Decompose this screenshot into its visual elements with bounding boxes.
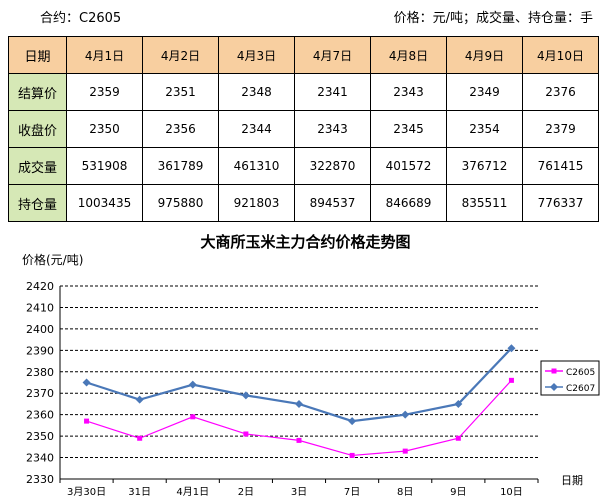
- x-tick-label: 8日: [397, 487, 413, 498]
- y-tick-label: 2380: [26, 366, 54, 379]
- table-cell: 2356: [142, 110, 219, 148]
- header-bar: 合约：C2605 价格：元/吨；成交量、持仓量：手: [0, 0, 611, 30]
- table-cell: 531908: [66, 147, 143, 185]
- table-cell: 761415: [522, 147, 599, 185]
- x-tick-label: 3日: [291, 487, 307, 498]
- table-row-open-interest: 持仓量 1003435 975880 921803 894537 846689 …: [8, 184, 599, 222]
- x-tick-label: 31日: [128, 487, 151, 498]
- legend-label: C2607: [566, 384, 595, 394]
- table-cell: 2379: [522, 110, 599, 148]
- table-cell: 2351: [142, 73, 219, 111]
- data-point-C2605: [402, 448, 408, 454]
- table-cell: 2349: [446, 73, 523, 111]
- table-date-header: 4月8日: [370, 36, 447, 74]
- row-label: 持仓量: [8, 184, 67, 222]
- table-cell: 2345: [370, 110, 447, 148]
- table-date-header: 4月9日: [446, 36, 523, 74]
- y-tick-label: 2410: [26, 301, 54, 314]
- table-corner-label: 日期: [8, 36, 67, 74]
- data-point-C2607: [348, 417, 357, 426]
- table-date-header: 4月3日: [218, 36, 295, 74]
- y-axis-label: 价格(元/吨): [22, 253, 84, 267]
- data-point-C2605: [296, 437, 302, 443]
- data-point-C2605: [84, 418, 90, 424]
- table-cell: 2343: [294, 110, 371, 148]
- legend-box: [540, 360, 600, 396]
- y-tick-label: 2330: [26, 473, 54, 486]
- data-point-C2607: [401, 410, 410, 419]
- table-row-volume: 成交量 531908 361789 461310 322870 401572 3…: [8, 147, 599, 185]
- legend-marker-C2605: [551, 368, 557, 374]
- y-tick-label: 2360: [26, 409, 54, 422]
- y-tick-label: 2350: [26, 430, 54, 443]
- table-cell: 846689: [370, 184, 447, 222]
- table-date-header: 4月7日: [294, 36, 371, 74]
- x-tick-label: 4月1日: [176, 486, 209, 498]
- table-cell: 401572: [370, 147, 447, 185]
- chart-title: 大商所玉米主力合约价格走势图: [200, 233, 411, 251]
- data-point-C2607: [454, 399, 463, 408]
- table-cell: 2341: [294, 73, 371, 111]
- table-cell: 776337: [522, 184, 599, 222]
- row-label: 收盘价: [8, 110, 67, 148]
- table-cell: 975880: [142, 184, 219, 222]
- data-point-C2605: [137, 435, 143, 441]
- x-tick-label: 3月30日: [67, 486, 106, 498]
- table-cell: 2376: [522, 73, 599, 111]
- y-tick-label: 2340: [26, 452, 54, 465]
- table-cell: 1003435: [66, 184, 143, 222]
- series-line-C2607: [86, 347, 513, 423]
- table-cell: 361789: [142, 147, 219, 185]
- y-tick-label: 2370: [26, 387, 54, 400]
- table-date-header: 4月2日: [142, 36, 219, 74]
- table-cell: 2343: [370, 73, 447, 111]
- row-label: 成交量: [8, 147, 67, 185]
- units-label: 价格：元/吨；成交量、持仓量：手: [393, 11, 593, 26]
- table-cell: 2344: [218, 110, 295, 148]
- table-date-header: 4月10日: [522, 36, 599, 74]
- data-point-C2605: [349, 452, 355, 458]
- price-table: 日期 4月1日 4月2日 4月3日 4月7日 4月8日 4月9日 4月10日 结…: [8, 36, 599, 222]
- y-tick-label: 2390: [26, 344, 54, 357]
- legend-marker-C2607: [550, 383, 558, 391]
- x-tick-label: 7日: [344, 487, 360, 498]
- table-cell: 376712: [446, 147, 523, 185]
- series-line-C2605: [86, 379, 512, 457]
- data-point-C2605: [508, 377, 514, 383]
- x-tick-label: 9日: [450, 487, 466, 498]
- table-cell: 835511: [446, 184, 523, 222]
- table-cell: 921803: [218, 184, 295, 222]
- table-date-header: 4月1日: [66, 36, 143, 74]
- contract-label: 合约：C2605: [40, 11, 122, 26]
- table-header-row: 日期 4月1日 4月2日 4月3日 4月7日 4月8日 4月9日 4月10日: [8, 36, 599, 74]
- row-label: 结算价: [8, 73, 67, 111]
- table-row-close: 收盘价 2350 2356 2344 2343 2345 2354 2379: [8, 110, 599, 148]
- table-cell: 2350: [66, 110, 143, 148]
- x-axis-label: 日期: [561, 474, 583, 487]
- table-cell: 322870: [294, 147, 371, 185]
- table-cell: 2359: [66, 73, 143, 111]
- x-tick-label: 10日: [500, 487, 523, 498]
- y-tick-label: 2400: [26, 323, 54, 336]
- table-cell: 894537: [294, 184, 371, 222]
- data-point-C2605: [455, 435, 461, 441]
- legend-label: C2605: [566, 368, 595, 378]
- data-point-C2605: [190, 414, 196, 420]
- y-tick-label: 2420: [26, 280, 54, 293]
- data-point-C2607: [188, 380, 197, 389]
- data-point-C2605: [243, 431, 249, 437]
- data-point-C2607: [295, 399, 303, 408]
- table-cell: 461310: [218, 147, 295, 185]
- table-cell: 2354: [446, 110, 523, 148]
- data-point-C2607: [135, 395, 144, 404]
- data-point-C2607: [241, 391, 250, 400]
- data-point-C2607: [507, 344, 516, 353]
- data-point-C2607: [82, 378, 91, 387]
- table-row-settlement: 结算价 2359 2351 2348 2341 2343 2349 2376: [8, 73, 599, 111]
- table-cell: 2348: [218, 73, 295, 111]
- x-tick-label: 2日: [238, 487, 254, 498]
